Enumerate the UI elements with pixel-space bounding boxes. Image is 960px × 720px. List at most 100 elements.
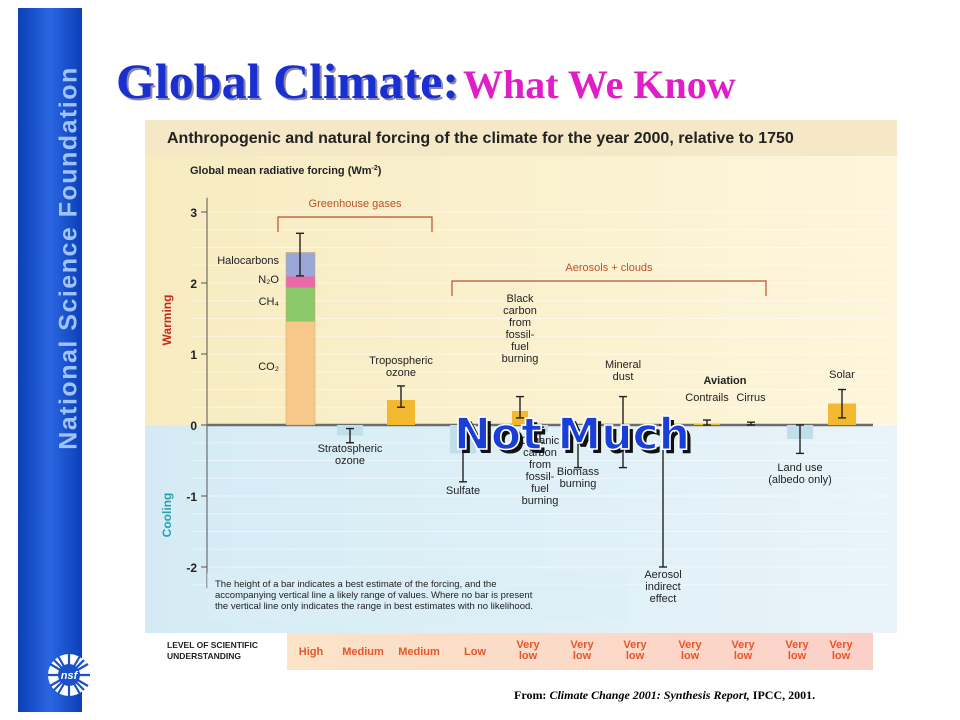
land-use-label: Land use (777, 462, 822, 474)
y-tick-label: -1 (186, 490, 197, 504)
sidebar: National Science Foundation nsf (18, 8, 90, 712)
organic-carbon-label: carbon (523, 447, 557, 459)
trop-ozone-label: Tropospheric (369, 355, 433, 367)
note-line: the vertical line only indicates the ran… (215, 601, 533, 612)
black-carbon-label: fuel (511, 341, 529, 353)
forcing-chart: Anthropogenic and natural forcing of the… (145, 120, 897, 670)
understanding-value: Very (785, 639, 809, 651)
stacked-ch4-segment (286, 287, 315, 322)
stacked-halocarbons-label: Halocarbons (217, 255, 279, 267)
understanding-value: Very (570, 639, 594, 651)
stacked-ch4-label: CH₄ (259, 296, 280, 308)
mineral-dust-label: Mineral (605, 359, 641, 371)
black-carbon-label: from (509, 317, 531, 329)
citation: From: Climate Change 2001: Synthesis Rep… (514, 688, 815, 703)
mineral-dust-label: dust (613, 371, 634, 383)
organic-carbon-label: burning (522, 495, 559, 507)
understanding-value: Medium (342, 646, 384, 658)
stamp-shadow: Not Much (458, 413, 694, 464)
biomass-label: burning (560, 478, 597, 490)
aviation-label: Aviation (704, 375, 747, 387)
y-axis-label-text: Global mean radiative forcing (Wm (190, 165, 372, 177)
organic-carbon-label: fossil- (526, 471, 555, 483)
strat-ozone-label: Stratospheric (318, 443, 383, 455)
stacked-co2-label: CO₂ (258, 361, 279, 373)
understanding-value: low (832, 650, 851, 662)
aerosol-indirect-label: effect (650, 593, 677, 605)
stacked-n2o-segment (286, 276, 315, 288)
understanding-value: Very (829, 639, 853, 651)
understanding-value: low (681, 650, 700, 662)
solar-label: Solar (829, 369, 855, 381)
aerosols-bracket (451, 280, 767, 296)
black-carbon-label: fossil- (506, 329, 535, 341)
y-axis-label-exponent: -2 (372, 165, 378, 172)
group-brackets: Greenhouse gases Aerosols + clouds (277, 198, 767, 296)
black-carbon-label: burning (502, 353, 539, 365)
black-carbon-label: Black (507, 293, 534, 305)
organic-carbon-label: Organic (521, 435, 560, 447)
organic-carbon-label: fuel (531, 483, 549, 495)
land-use-label: (albedo only) (768, 474, 832, 486)
understanding-value: low (788, 650, 807, 662)
y-tick-label: 0 (190, 419, 197, 433)
nsf-logo-icon: nsf (48, 654, 90, 696)
y-axis-label-close: ) (378, 165, 382, 177)
chart-note: The height of a bar indicates a best est… (215, 579, 533, 612)
bar-labels: CO₂CH₄N₂OHalocarbonsStratosphericozoneTr… (217, 255, 855, 605)
slide-title: Global Climate: What We Know (116, 52, 736, 110)
aerosol-indirect-label: Aerosol (644, 569, 681, 581)
aerosol-indirect-label: indirect (645, 581, 680, 593)
note-box (207, 573, 627, 621)
understanding-value: low (626, 650, 645, 662)
trop-ozone-label: ozone (386, 367, 416, 379)
citation-suffix: IPCC, 2001. (749, 688, 816, 702)
warming-background (145, 120, 897, 425)
chart-title: Anthropogenic and natural forcing of the… (167, 130, 794, 147)
logo-text: nsf (61, 670, 79, 682)
note-line: accompanying vertical line a likely rang… (215, 590, 533, 601)
cooling-label: Cooling (160, 493, 174, 538)
understanding-value: Low (464, 646, 486, 658)
ghg-bracket-label: Greenhouse gases (309, 198, 402, 210)
cirrus-label: Cirrus (736, 392, 766, 404)
stacked-n2o-label: N₂O (258, 274, 279, 286)
biomass-label: Biomass (557, 466, 600, 478)
understanding-header: UNDERSTANDING (167, 651, 241, 661)
y-tick-label: 2 (190, 277, 197, 291)
stacked-co2-segment (286, 321, 315, 425)
org-name: National Science Foundation (54, 66, 83, 450)
y-axis: 3 2 1 0 -1 -2 (186, 197, 873, 589)
understanding-row-background (287, 633, 873, 670)
title-main: Global Climate: (116, 53, 460, 109)
organic-carbon-label: from (529, 459, 551, 471)
understanding-value: Medium (398, 646, 440, 658)
understanding-value: Very (516, 639, 540, 651)
understanding-value: Very (623, 639, 647, 651)
y-tick-label: 3 (190, 206, 197, 220)
y-tick-label: -2 (186, 561, 197, 575)
ghg-bracket (277, 216, 433, 232)
warming-label: Warming (160, 295, 174, 346)
stamp-text: Not Much (454, 409, 690, 460)
understanding-value: low (573, 650, 592, 662)
aerosols-bracket-label: Aerosols + clouds (565, 262, 653, 274)
understanding-value: low (519, 650, 538, 662)
understanding-value: low (734, 650, 753, 662)
y-axis-label: Global mean radiative forcing (Wm-2) (190, 165, 382, 177)
understanding-value: Very (731, 639, 755, 651)
contrails-label: Contrails (685, 392, 729, 404)
title-sub: What We Know (463, 62, 736, 107)
sulfate-label: Sulfate (446, 485, 480, 497)
y-tick-label: 1 (190, 348, 197, 362)
citation-source: Climate Change 2001: Synthesis Report, (549, 688, 750, 702)
chart-header-band (145, 120, 897, 156)
understanding-header: LEVEL OF SCIENTIFIC (167, 640, 258, 650)
note-line: The height of a bar indicates a best est… (215, 579, 496, 590)
black-carbon-label: carbon (503, 305, 537, 317)
strat-ozone-label: ozone (335, 455, 365, 467)
citation-prefix: From: (514, 688, 550, 702)
understanding-value: High (299, 646, 324, 658)
